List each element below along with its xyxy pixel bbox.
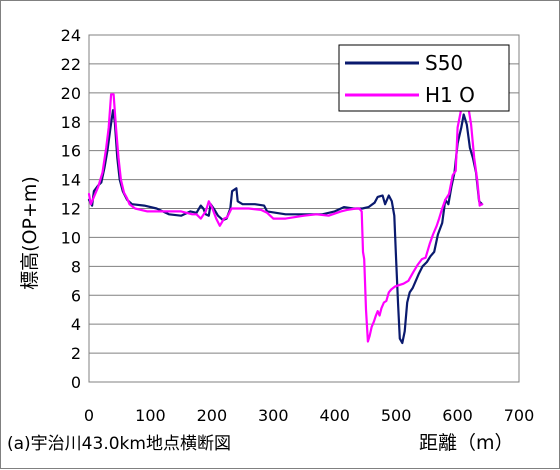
y-tick-label: 2	[71, 344, 81, 363]
x-tick-label: 200	[197, 406, 228, 425]
y-tick-label: 4	[71, 315, 81, 334]
y-tick-label: 22	[61, 55, 81, 74]
x-axis-label: 距離（m）	[419, 432, 514, 454]
y-tick-label: 20	[61, 84, 81, 103]
plot-area-frame	[88, 34, 520, 383]
series-line-h10	[87, 93, 484, 343]
x-tick-label: 300	[258, 406, 289, 425]
x-tick-label: 700	[504, 406, 535, 425]
y-tick-label: 16	[61, 142, 81, 161]
x-tick-label: 400	[319, 406, 350, 425]
y-tick-label: 24	[61, 26, 81, 45]
series-line-s50	[87, 109, 484, 345]
series-lines	[87, 93, 484, 345]
y-tick-label: 10	[61, 228, 81, 247]
legend-box	[338, 44, 510, 112]
y-axis-label: 標高(OP+m)	[19, 176, 41, 290]
x-tick-label: 500	[381, 406, 412, 425]
legend-label-h10: H1 O	[425, 83, 475, 107]
legend: S50 H1 O	[338, 44, 510, 112]
y-tick-label: 14	[61, 171, 81, 190]
y-tick-label: 6	[71, 286, 81, 305]
x-tick-label: 0	[84, 406, 94, 425]
x-tick-label: 100	[135, 406, 166, 425]
legend-label-s50: S50	[425, 51, 463, 75]
x-tick-labels: 0 100 200 300 400 500 600 700	[84, 406, 534, 425]
x-tick-label: 600	[442, 406, 473, 425]
y-tick-label: 12	[61, 200, 81, 219]
y-tick-label: 18	[61, 113, 81, 132]
y-tick-label: 0	[71, 373, 81, 392]
y-tick-label: 8	[71, 257, 81, 276]
figure-caption: (a)宇治川43.0km地点横断図	[7, 434, 231, 454]
